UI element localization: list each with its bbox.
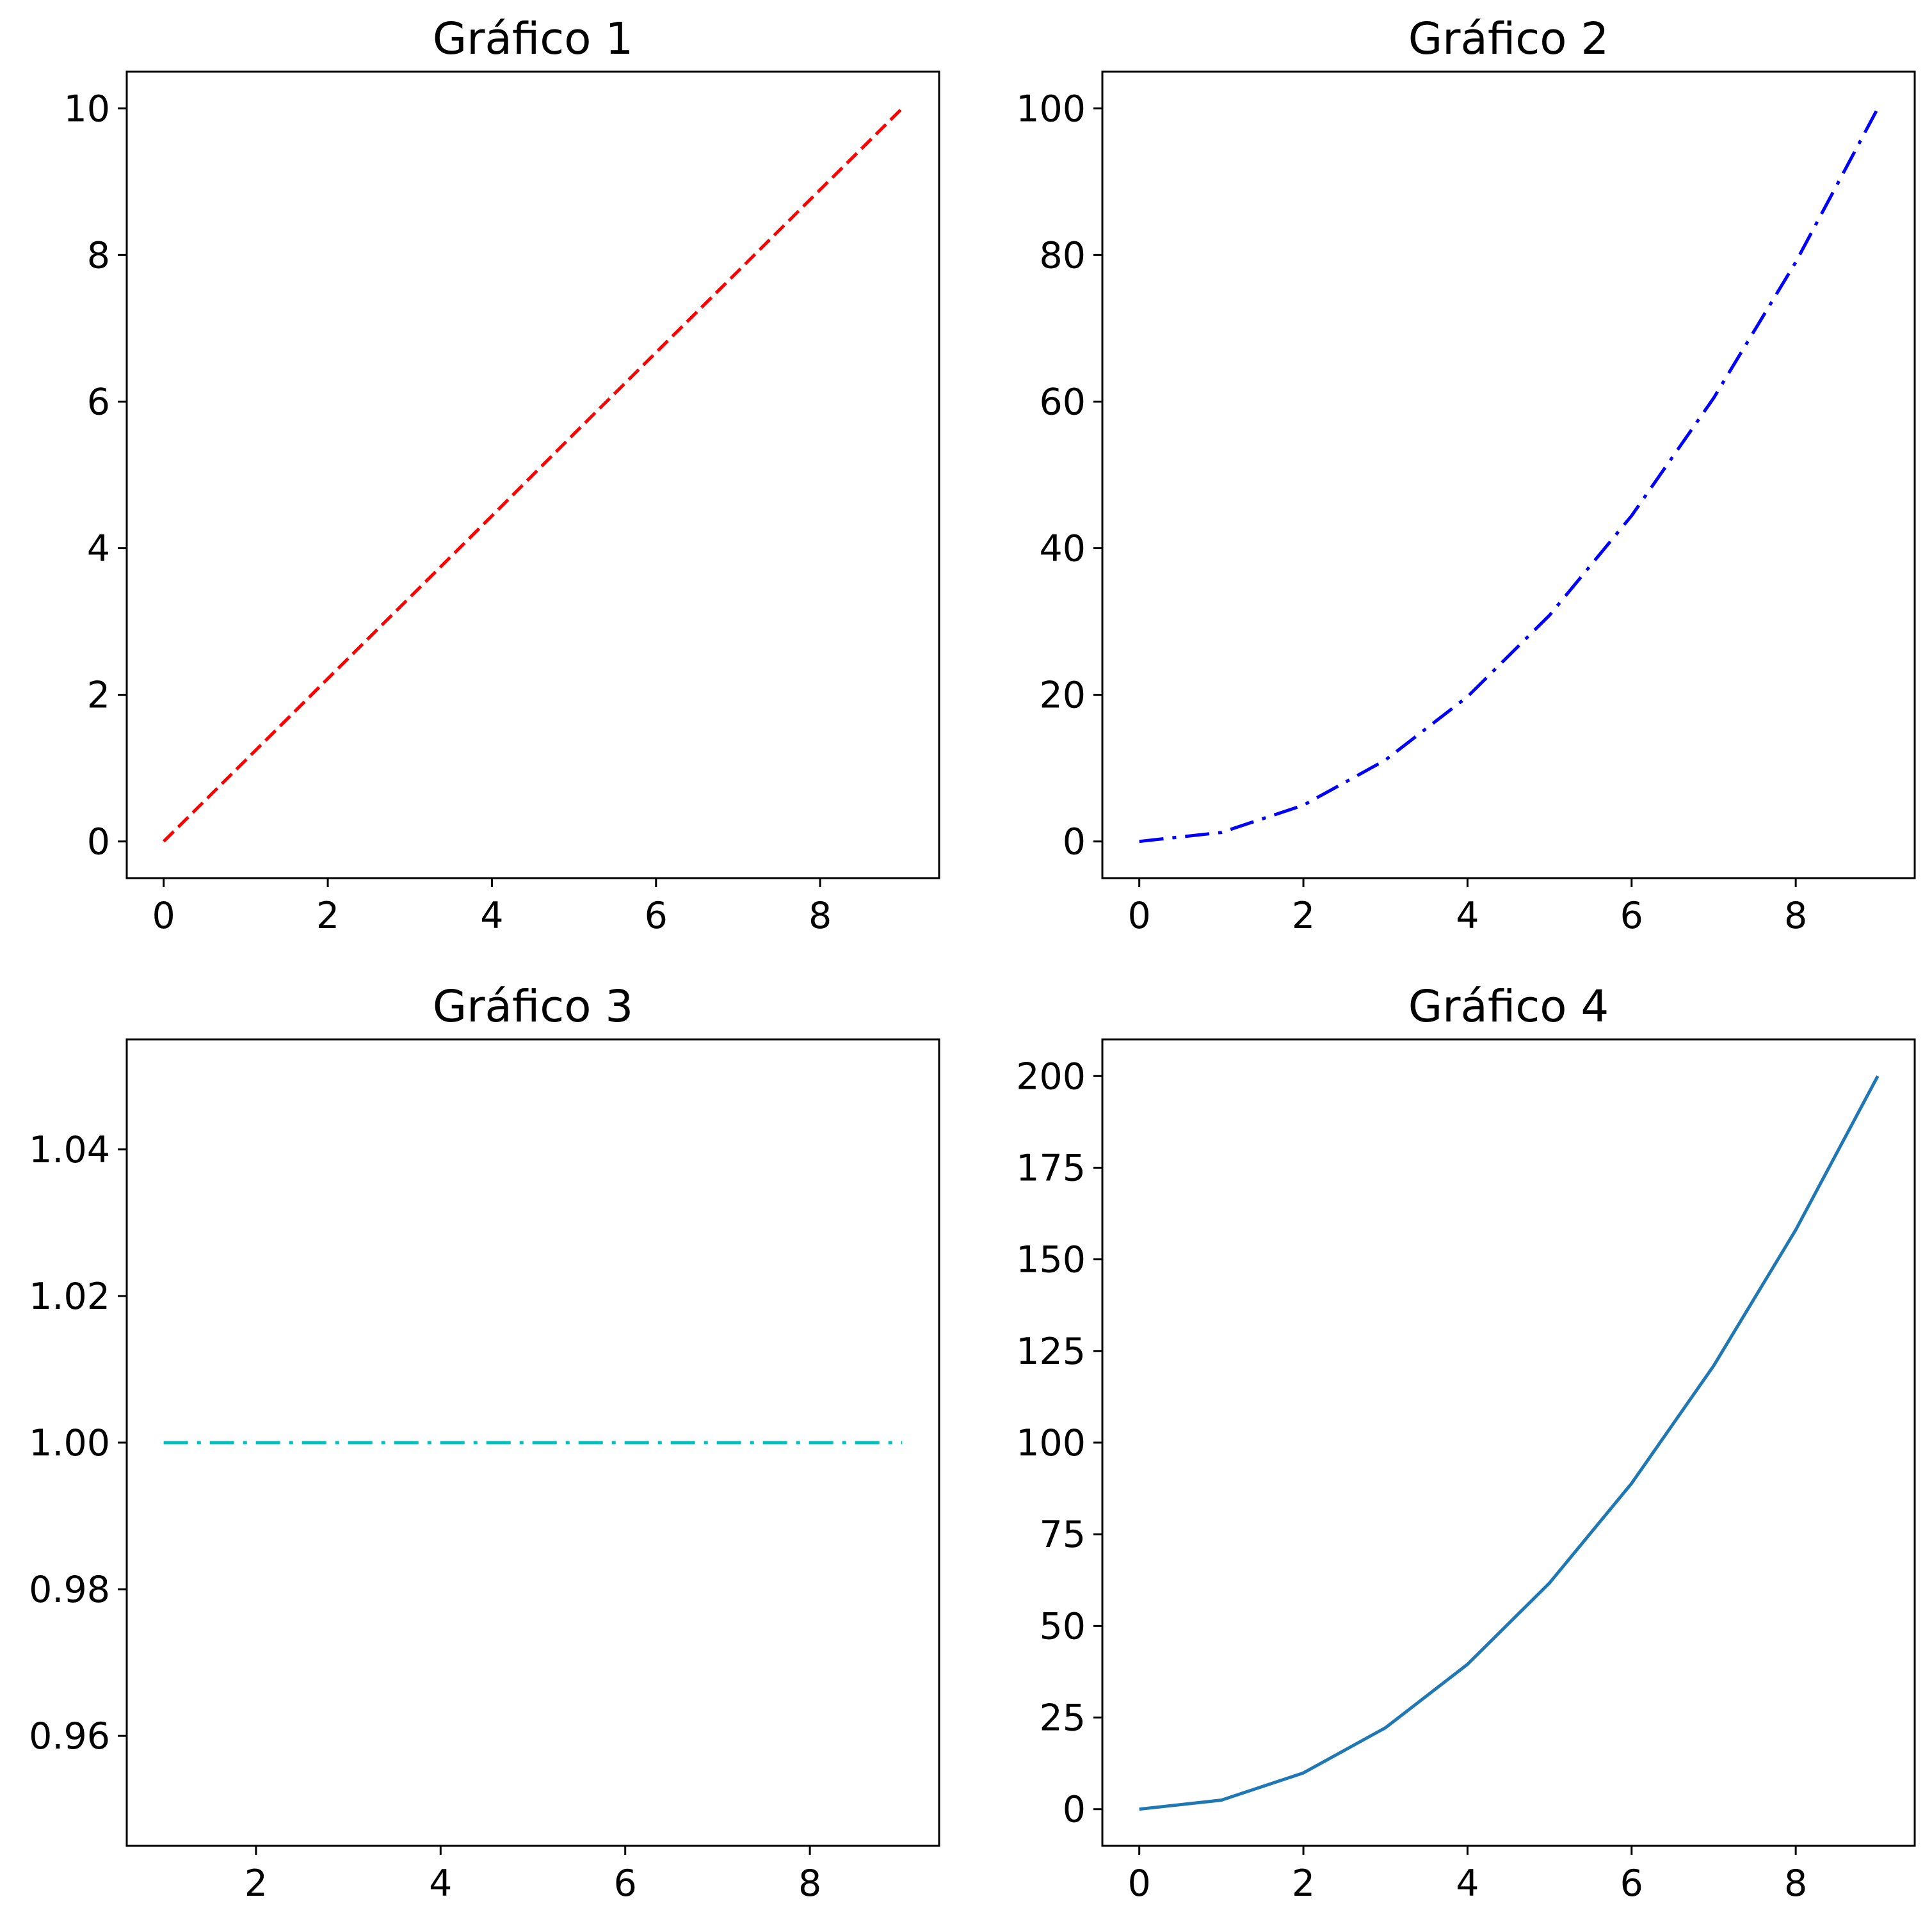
chart-title: Gráfico 3 bbox=[433, 981, 634, 1032]
y-tick-label: 1.04 bbox=[29, 1129, 110, 1171]
chart-title: Gráfico 2 bbox=[1408, 13, 1609, 65]
y-tick-label: 125 bbox=[1016, 1331, 1086, 1373]
y-tick-label: 60 bbox=[1039, 381, 1086, 423]
y-tick-label: 175 bbox=[1016, 1147, 1086, 1189]
axes-frame bbox=[125, 70, 940, 879]
y-tick-label: 0.96 bbox=[29, 1715, 110, 1758]
axes-frame bbox=[125, 1038, 940, 1847]
series-line-1 bbox=[162, 107, 904, 843]
chart-1: Gráfico 1 0 2 4 6 8 0 2 4 6 8 10 bbox=[63, 13, 940, 937]
y-tick-label: 150 bbox=[1016, 1239, 1086, 1281]
y-tick-label: 200 bbox=[1016, 1055, 1086, 1098]
y-tick-label: 1.02 bbox=[29, 1276, 110, 1318]
x-tick-label: 4 bbox=[1456, 895, 1479, 937]
x-tick-label: 6 bbox=[645, 895, 668, 937]
y-tick-label: 4 bbox=[87, 528, 110, 570]
x-tick-label: 4 bbox=[480, 895, 503, 937]
chart-title: Gráfico 4 bbox=[1408, 981, 1609, 1032]
y-tick-label: 20 bbox=[1039, 675, 1086, 717]
x-tick-label: 8 bbox=[1784, 1862, 1807, 1905]
x-tick-label: 4 bbox=[429, 1862, 452, 1905]
x-tick-label: 8 bbox=[798, 1862, 821, 1905]
x-tick-label: 6 bbox=[1620, 895, 1643, 937]
y-tick-label: 2 bbox=[87, 675, 110, 717]
x-tick-label: 0 bbox=[152, 895, 175, 937]
series-line-1 bbox=[1139, 108, 1880, 844]
y-tick-label: 50 bbox=[1039, 1605, 1086, 1647]
y-tick-label: 100 bbox=[1016, 88, 1086, 130]
x-tick-label: 2 bbox=[245, 1862, 268, 1905]
x-tick-label: 2 bbox=[316, 895, 339, 937]
y-tick-label: 10 bbox=[63, 88, 110, 130]
x-tick-label: 0 bbox=[1128, 1862, 1151, 1905]
x-tick-label: 2 bbox=[1292, 895, 1315, 937]
x-tick-label: 8 bbox=[809, 895, 832, 937]
y-tick-label: 75 bbox=[1039, 1514, 1086, 1556]
y-tick-label: 1.00 bbox=[29, 1422, 110, 1464]
x-tick-label: 8 bbox=[1784, 895, 1807, 937]
y-tick-label: 0 bbox=[1063, 1789, 1086, 1831]
x-tick-label: 6 bbox=[1620, 1862, 1643, 1905]
y-tick-label: 100 bbox=[1016, 1422, 1086, 1464]
axes-frame bbox=[1101, 1038, 1916, 1847]
chart-3: Gráfico 3 2 4 6 8 0.96 0.98 1.00 1.02 1.04 bbox=[29, 981, 940, 1905]
y-tick-label: 6 bbox=[87, 381, 110, 423]
series-line-1 bbox=[1139, 1075, 1880, 1811]
x-tick-label: 6 bbox=[614, 1862, 637, 1905]
y-tick-label: 80 bbox=[1039, 234, 1086, 276]
y-tick-label: 8 bbox=[87, 234, 110, 276]
chart-4: Gráfico 4 0 2 4 6 8 0 25 50 75 100 125 150 175 200 bbox=[1016, 981, 1916, 1905]
y-tick-label: 0 bbox=[87, 821, 110, 863]
x-tick-label: 0 bbox=[1128, 895, 1151, 937]
chart-title: Gráfico 1 bbox=[433, 13, 634, 65]
y-tick-label: 40 bbox=[1039, 528, 1086, 570]
x-tick-label: 4 bbox=[1456, 1862, 1479, 1905]
y-tick-label: 0.98 bbox=[29, 1569, 110, 1611]
y-tick-label: 25 bbox=[1039, 1697, 1086, 1740]
x-tick-label: 2 bbox=[1292, 1862, 1315, 1905]
axes-frame bbox=[1101, 70, 1916, 879]
y-tick-label: 0 bbox=[1063, 821, 1086, 863]
